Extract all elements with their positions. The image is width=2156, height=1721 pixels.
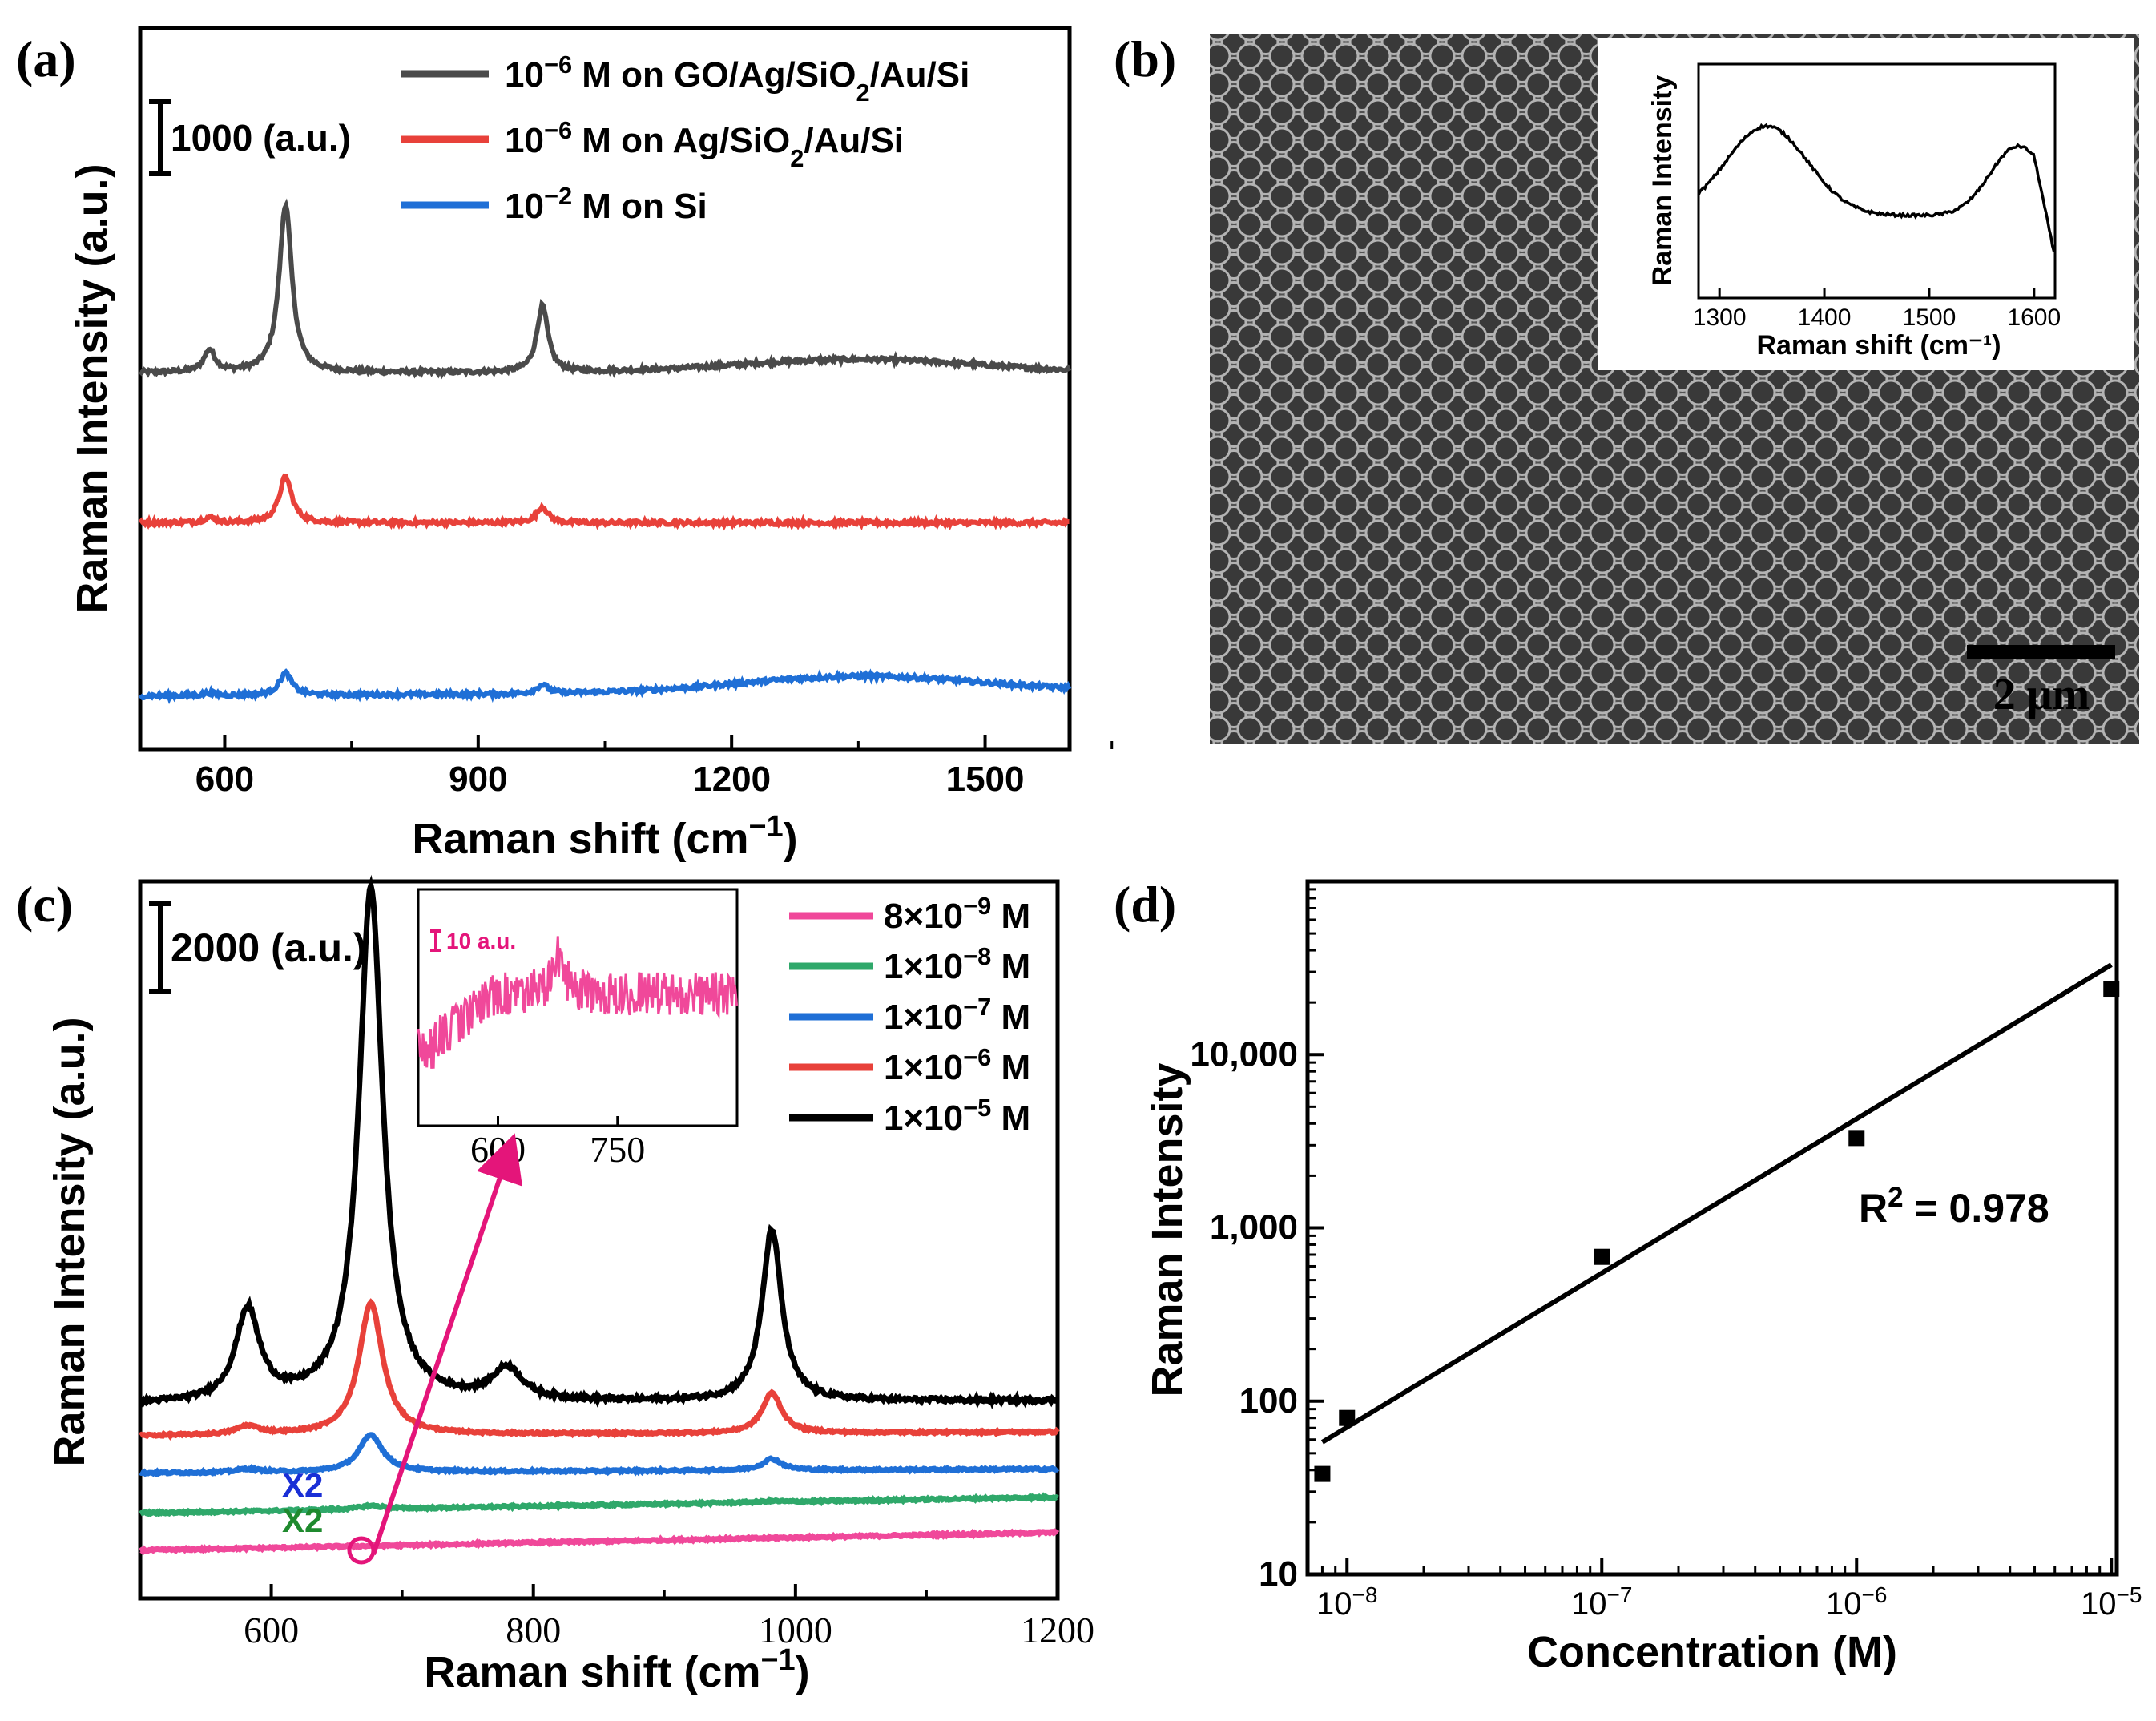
data-point [1848, 1130, 1865, 1147]
legend-label: 1×10−7 M [884, 993, 1030, 1038]
panel-d-axes: 10−8 10−7 10−6 10−5 10 100 1,000 10,000 [1190, 888, 2142, 1622]
panel-a-scale-label: 1000 (a.u.) [171, 117, 351, 159]
panel-b-inset-x-axis: 1300 1400 1500 1600 [1693, 288, 2061, 331]
panel-c-scale-label: 2000 (a.u.) [171, 925, 367, 970]
panel-a-x-label: Raman shift (cm−1) [412, 810, 797, 863]
y-tick-label: 100 [1239, 1381, 1298, 1421]
panel-d-fit-line [1320, 962, 2113, 1445]
x-tick-label: 1600 [2007, 304, 2061, 331]
data-point [1314, 1465, 1331, 1482]
data-point [2103, 981, 2120, 998]
spectrum-line [139, 1298, 1060, 1441]
x-tick-label: 750 [590, 1129, 645, 1170]
panel-c-x2-label-blue: X2 [282, 1466, 323, 1504]
data-point [1339, 1409, 1356, 1426]
legend-label: 10−6 M on Ag/SiO2/Au/Si [505, 116, 904, 172]
panel-c-zoom-circle [347, 1536, 376, 1565]
panel-a-label: (a) [16, 30, 76, 87]
panel-c: (c) 600 800 1000 1200 2000 (a.u.) 600 750 10… [16, 874, 1094, 1696]
panel-a: (a) 600 900 1200 1500 1000 (a.u.) 10−6 M on… [16, 26, 1114, 863]
x-tick-label: 600 [244, 1610, 299, 1650]
x-tick-label: 10−7 [1571, 1582, 1632, 1622]
panel-b: (b) 1300 1400 1500 1600 Raman shift (cm⁻¹) … [1114, 30, 2139, 744]
panel-c-inset: 600 750 10 a.u. [417, 888, 739, 1170]
x-tick-label: 600 [195, 760, 254, 799]
panel-b-label: (b) [1114, 30, 1176, 87]
panel-b-scale-label: 2 μm [1993, 670, 2090, 719]
panel-c-inset-spectrum [417, 936, 739, 1069]
panel-c-legend: 8×10−9 M 1×10−8 M 1×10−7 M 1×10−6 M 1×10−5 M [789, 892, 1030, 1139]
x-tick-label: 10−6 [1826, 1582, 1887, 1622]
x-tick-label: 1200 [692, 760, 771, 799]
panel-a-legend: 10−6 M on GO/Ag/SiO2/Au/Si 10−6 M on Ag/S… [401, 50, 969, 227]
panel-a-series [138, 198, 1072, 705]
panel-d-points [1314, 981, 2120, 1482]
spectrum-line [139, 1528, 1060, 1556]
panel-b-inset-frame [1697, 62, 2057, 300]
panel-b-scale-bar [1967, 645, 2115, 659]
spectrum-line [138, 473, 1070, 531]
panel-c-zoom-arrow [371, 1133, 522, 1555]
y-tick-label: 1,000 [1210, 1208, 1298, 1247]
panel-d: (d) 10−8 10−7 10−6 10−5 10 100 1,000 10,000 R2 … [1114, 876, 2142, 1676]
x-tick-label: 1300 [1693, 304, 1747, 331]
spectrum-line [139, 1432, 1060, 1477]
panel-c-x-label: Raman shift (cm−1) [424, 1643, 809, 1696]
legend-label: 1×10−8 M [884, 942, 1030, 987]
panel-d-label: (d) [1114, 876, 1176, 933]
legend-label: 1×10−6 M [884, 1043, 1030, 1088]
x-tick-label: 600 [470, 1129, 526, 1170]
x-tick-label: 1500 [946, 760, 1025, 799]
panel-b-inset-spectrum [1697, 123, 2056, 252]
spectrum-line [139, 1492, 1059, 1518]
x-tick-label: 1500 [1903, 304, 1957, 331]
panel-a-x-axis: 600 900 1200 1500 [195, 735, 1114, 799]
x-tick-label: 1400 [1798, 304, 1852, 331]
panel-c-inset-scale-label: 10 a.u. [446, 929, 516, 953]
panel-d-r2: R2 = 0.978 [1859, 1182, 2049, 1231]
x-tick-label: 1000 [759, 1610, 832, 1650]
panel-c-y-label: Raman Intensity (a.u.) [46, 1017, 94, 1466]
panel-a-y-label: Raman Intensity (a.u.) [68, 163, 116, 613]
panel-c-scale-bar: 2000 (a.u.) [149, 901, 367, 994]
panel-c-x2-label-green: X2 [282, 1501, 323, 1539]
x-tick-label: 10−5 [2081, 1582, 2142, 1622]
panel-c-series [138, 874, 1060, 1556]
panel-c-frame [138, 879, 1060, 1601]
panel-b-inset-y-label: Raman Intensity [1647, 75, 1678, 286]
legend-label: 10−6 M on GO/Ag/SiO2/Au/Si [505, 50, 969, 107]
x-tick-label: 800 [506, 1610, 561, 1650]
panel-d-x-label: Concentration (M) [1527, 1628, 1897, 1676]
data-point [1594, 1248, 1610, 1265]
spectrum-line [138, 874, 1058, 1410]
legend-label: 8×10−9 M [884, 892, 1030, 937]
spectrum-line [138, 198, 1072, 380]
panel-c-label: (c) [16, 876, 73, 933]
x-tick-label: 900 [449, 760, 507, 799]
x-tick-label: 10−8 [1316, 1582, 1377, 1622]
legend-label: 1×10−5 M [884, 1094, 1030, 1139]
panel-b-inset-x-label: Raman shift (cm⁻¹) [1756, 330, 2001, 361]
y-tick-label: 10,000 [1190, 1034, 1298, 1074]
panel-a-scale-bar: 1000 (a.u.) [149, 99, 351, 176]
panel-c-x-axis: 600 800 1000 1200 [244, 1584, 1094, 1650]
x-tick-label: 1200 [1021, 1610, 1094, 1650]
panel-d-y-label: Raman Intensity [1143, 1062, 1191, 1397]
y-tick-label: 10 [1259, 1554, 1298, 1594]
spectrum-line [138, 668, 1072, 705]
legend-label: 10−2 M on Si [505, 182, 707, 227]
